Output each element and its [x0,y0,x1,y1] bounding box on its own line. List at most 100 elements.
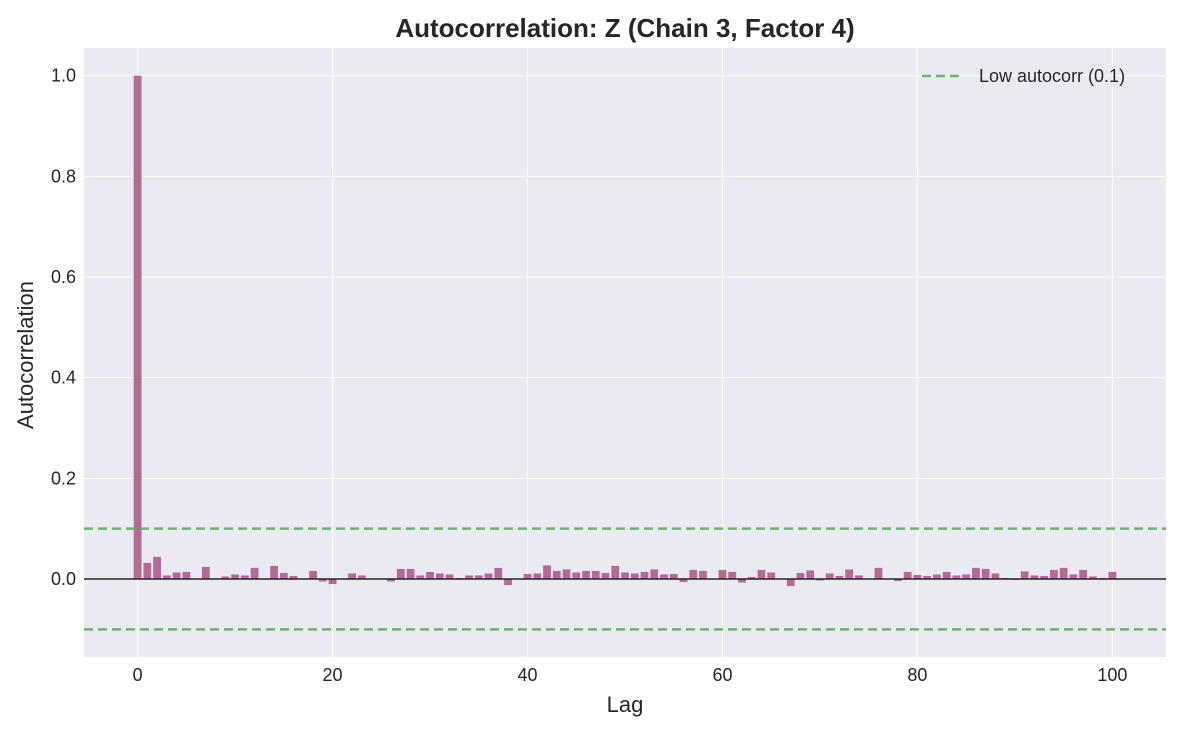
bar-lag-46 [582,570,590,579]
bar-lag-64 [757,569,766,579]
bar-lag-97 [1079,569,1088,579]
bar-lag-53 [650,569,659,579]
bar-lag-76 [874,567,883,579]
bar-lag-83 [942,571,951,579]
bar-lag-63 [747,576,756,579]
bar-lag-85 [962,574,971,579]
y-tick-label: 0.6 [51,267,76,287]
y-tick-label: 1.0 [51,66,76,86]
bar-lag-87 [981,568,990,579]
x-tick-label: 20 [323,665,343,685]
bar-lag-31 [435,573,444,579]
bar-lag-41 [533,573,542,579]
bar-lag-96 [1069,574,1078,579]
bar-lag-72 [835,575,844,579]
bar-lag-32 [445,574,454,579]
bar-lag-92 [1030,575,1039,579]
bar-lag-58 [699,570,707,579]
bar-lag-78 [894,578,902,582]
y-tick-label: 0.8 [51,166,76,186]
bar-lag-12 [250,567,259,579]
bar-lag-15 [279,572,288,579]
bar-lag-56 [679,578,688,583]
bar-lag-57 [689,569,698,579]
bar-lag-49 [611,565,620,579]
bar-lag-86 [972,567,980,579]
bar-lag-45 [572,572,581,579]
chart-title: Autocorrelation: Z (Chain 3, Factor 4) [395,13,854,43]
bar-lag-36 [484,573,493,579]
bar-lag-37 [494,567,503,579]
y-tick-label: 0.4 [51,368,76,388]
bar-lag-50 [621,572,629,579]
bar-lag-35 [474,575,483,579]
bar-lag-2 [153,556,162,579]
bar-lag-5 [182,571,191,579]
bar-lag-34 [465,575,473,579]
bar-lag-20 [328,578,337,585]
x-tick-label: 60 [712,665,732,685]
bar-lag-43 [552,570,561,579]
x-axis-label: Lag [607,692,644,717]
bar-lag-10 [231,574,239,579]
bar-lag-71 [825,573,834,579]
legend-label: Low autocorr (0.1) [979,66,1125,86]
bar-lag-93 [1040,575,1049,579]
bar-lag-9 [221,576,230,579]
bar-lag-22 [348,573,356,579]
bar-lag-80 [913,574,922,579]
bar-lag-55 [669,573,678,579]
x-tick-label: 100 [1097,665,1127,685]
legend: Low autocorr (0.1) [922,66,1125,86]
bar-lag-28 [406,568,415,579]
bar-lag-74 [855,575,863,579]
bar-lag-11 [240,575,249,579]
y-axis-label: Autocorrelation [13,281,38,429]
bar-lag-44 [562,569,571,579]
bar-lag-82 [933,574,941,579]
bar-lag-100 [1108,571,1117,579]
bar-lag-69 [806,570,815,579]
bar-lag-19 [318,578,327,582]
bar-lag-51 [630,573,639,579]
x-tick-label: 80 [907,665,927,685]
bar-lag-52 [640,571,649,579]
bar-lag-40 [523,573,532,579]
bar-lag-38 [504,578,512,586]
bar-lag-16 [289,575,298,579]
x-tick-label: 0 [133,665,143,685]
reference-lines [84,527,1166,631]
bar-lag-70 [816,578,824,581]
bar-lag-14 [270,565,278,579]
bar-lag-29 [416,575,425,579]
bar-lag-4 [172,572,181,579]
y-tick-label: 0.2 [51,468,76,488]
bar-lag-3 [162,575,171,579]
bar-lag-7 [201,566,210,579]
bar-lag-98 [1088,576,1097,579]
bar-lag-95 [1059,567,1068,579]
y-tick-label: 0.0 [51,569,76,589]
bar-lag-30 [426,571,434,579]
bar-lag-81 [923,575,932,579]
bar-lag-1 [143,562,152,579]
bar-lag-67 [786,578,795,587]
bar-lag-23 [357,575,366,579]
bar-lag-26 [387,578,395,582]
bar-lag-47 [591,570,600,579]
bars [133,75,1117,587]
bar-lag-61 [728,571,737,579]
plot-area [84,48,1166,657]
bar-lag-79 [903,571,912,579]
bar-lag-42 [543,565,551,579]
bar-lag-65 [767,572,776,579]
bar-lag-54 [660,574,668,579]
bar-lag-88 [991,573,1000,579]
bar-lag-62 [738,578,746,583]
bar-lag-48 [601,572,610,579]
bar-lag-84 [952,575,961,579]
bar-lag-91 [1020,571,1029,579]
tick-labels: 0 20 40 60 80 100 0.0 0.2 0.4 0.6 0.8 1.0 [51,66,1127,685]
bar-lag-0 [133,75,142,579]
